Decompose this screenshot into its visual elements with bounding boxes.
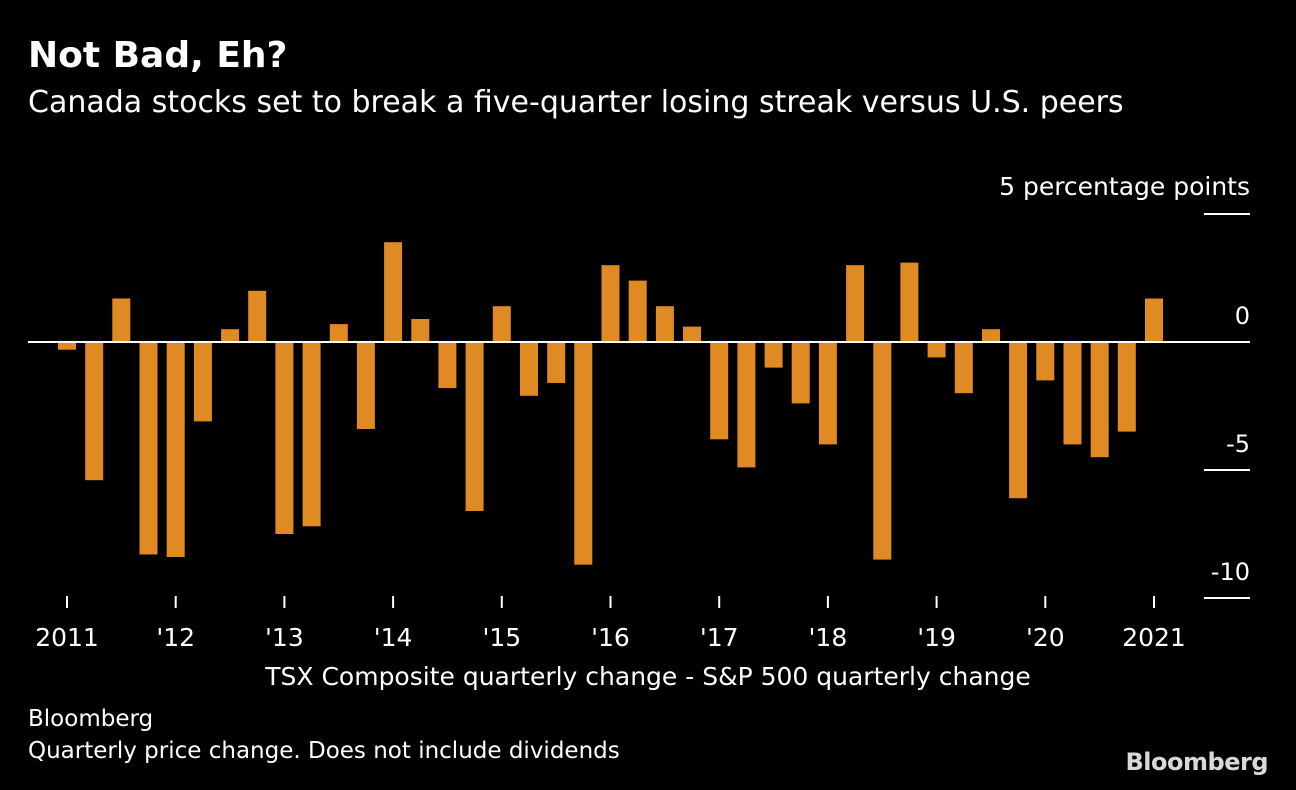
bar-2014-q2: [411, 319, 430, 342]
bar-2016-q3: [655, 306, 674, 342]
bar-2012-q2: [193, 342, 212, 422]
y-unit-label: 5 percentage points: [999, 172, 1250, 201]
bar-2016-q2: [628, 280, 647, 342]
bar-2017-q1: [710, 342, 729, 440]
bar-2014-q4: [465, 342, 484, 511]
x-tick-label: '12: [156, 623, 195, 652]
bar-2013-q3: [329, 324, 348, 342]
bar-2018-q1: [818, 342, 837, 445]
source-label: Bloomberg: [28, 706, 154, 732]
bar-2011-q4: [139, 342, 158, 555]
x-tick-label: '13: [265, 623, 304, 652]
bar-2017-q4: [791, 342, 810, 404]
bar-2012-q4: [248, 290, 267, 342]
bar-2020-q2: [1063, 342, 1082, 445]
bar-2013-q4: [356, 342, 375, 429]
x-axis: 2011 '12 '13 '14 '15 '16 '17 '18 '19 '20 2021: [35, 596, 1186, 652]
bar-2015-q4: [574, 342, 593, 565]
bar-2012-q1: [166, 342, 185, 557]
bars-group: [58, 242, 1163, 565]
footnote: Quarterly price change. Does not include…: [28, 738, 620, 764]
bar-2013-q1: [275, 342, 294, 534]
x-tick-label: '15: [482, 623, 521, 652]
x-axis-label: TSX Composite quarterly change - S&P 500…: [264, 662, 1030, 691]
y-tick-label: -5: [1226, 430, 1250, 458]
bar-2019-q1: [927, 342, 946, 358]
x-tick-label: '16: [591, 623, 630, 652]
bar-2018-q4: [900, 262, 919, 342]
bar-2018-q3: [873, 342, 892, 560]
bar-2020-q3: [1090, 342, 1109, 458]
y-axis: 0 -5 -10: [1204, 213, 1250, 599]
bar-2011-q3: [112, 298, 131, 342]
y-tick-label: -10: [1211, 558, 1250, 586]
bar-2017-q2: [737, 342, 756, 468]
bar-2013-q2: [302, 342, 321, 527]
x-tick-label: '20: [1026, 623, 1065, 652]
x-tick-label: 2021: [1122, 623, 1186, 652]
x-tick-label: 2011: [35, 623, 99, 652]
bar-2018-q2: [846, 265, 865, 342]
bar-2016-q1: [601, 265, 620, 342]
bar-2012-q3: [221, 329, 240, 342]
bar-2017-q3: [764, 342, 783, 368]
bloomberg-logo: Bloomberg: [1125, 748, 1269, 776]
bar-2019-q4: [1009, 342, 1028, 499]
bar-2019-q3: [982, 329, 1000, 342]
bar-2014-q1: [384, 242, 403, 342]
bar-2015-q3: [547, 342, 566, 383]
bar-2015-q1: [492, 306, 511, 342]
x-tick-label: '18: [809, 623, 848, 652]
bar-2011-q2: [85, 342, 104, 481]
bar-2020-q1: [1036, 342, 1055, 381]
x-tick-label: '19: [917, 623, 956, 652]
x-tick-label: '17: [700, 623, 739, 652]
x-tick-label: '14: [374, 623, 413, 652]
bar-2021-q1: [1145, 298, 1163, 342]
bar-2019-q2: [954, 342, 973, 394]
y-tick-label: 0: [1235, 302, 1250, 330]
bar-2016-q4: [683, 326, 701, 342]
bar-2015-q2: [520, 342, 538, 396]
bar-2014-q3: [438, 342, 457, 389]
chart-subtitle: Canada stocks set to break a five-quarte…: [28, 85, 1124, 120]
chart-title: Not Bad, Eh?: [28, 35, 288, 76]
bar-2020-q4: [1117, 342, 1136, 432]
bar-2011-q1: [58, 342, 76, 350]
